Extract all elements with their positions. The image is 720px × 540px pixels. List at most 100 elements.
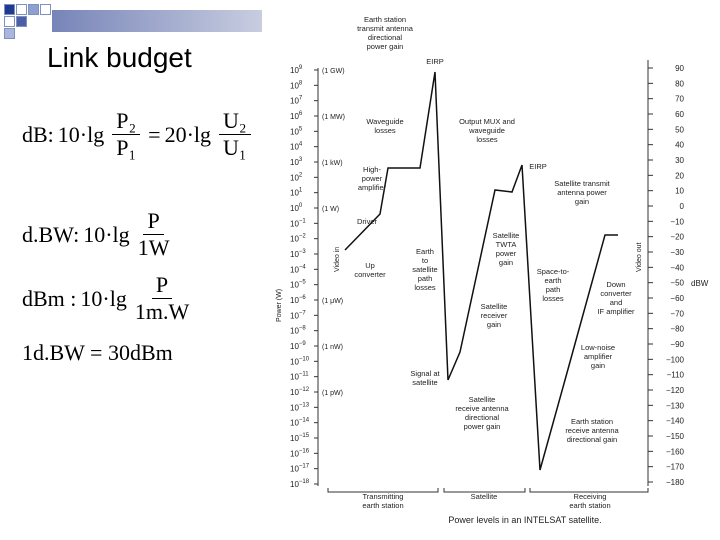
annotation: losses	[374, 126, 396, 135]
fraction: P 1m.W	[135, 272, 189, 325]
formula-text: dB:	[22, 121, 54, 147]
left-tick-label: 102	[290, 172, 303, 182]
fraction: U₂ U₁	[219, 108, 251, 161]
segment-label: Transmitting	[363, 492, 404, 501]
left-tick-label: 10−9	[290, 341, 306, 351]
unit-label: (1 GW)	[322, 68, 345, 75]
annotation: satellite	[412, 378, 437, 387]
tick-exp: −15	[299, 433, 310, 439]
tick-base: 10	[290, 204, 299, 213]
tick-base: 10	[290, 250, 299, 259]
annotation: path	[418, 274, 433, 283]
right-tick-label: 60	[675, 110, 684, 119]
unit-label: (1 μW)	[322, 298, 343, 305]
tick-base: 10	[290, 449, 299, 458]
formula-text: 10·lg	[80, 285, 127, 311]
tick-exp: −17	[299, 464, 310, 470]
segment-label: earth station	[569, 501, 610, 510]
annotation: transmit antenna	[357, 24, 414, 33]
right-tick-label: −120	[666, 386, 685, 395]
formula-text: 1W	[137, 235, 170, 260]
annotation: gain	[487, 320, 501, 329]
annotation: to	[422, 256, 428, 265]
title: Link budget	[47, 42, 192, 73]
formula-text: 10·lg	[83, 221, 130, 247]
deco	[4, 28, 15, 39]
annotation: gain	[591, 361, 605, 370]
axis-title: Power (W)	[276, 289, 283, 322]
annotation: Space-to-	[537, 267, 570, 276]
segment-label: Satellite	[471, 492, 498, 501]
left-tick-label: 10−10	[290, 356, 310, 366]
left-tick-label: 10−14	[290, 418, 310, 428]
annotation: losses	[414, 283, 436, 292]
segment-label: earth station	[362, 501, 403, 510]
annotation: Low-noise	[581, 343, 615, 352]
annotation: Earth station	[364, 15, 406, 24]
tick-exp: −18	[299, 479, 310, 485]
left-tick-label: 10−1	[290, 218, 306, 228]
left-tick-label: 10−4	[290, 264, 306, 274]
left-tick-label: 10−3	[290, 249, 306, 259]
left-tick-label: 10−12	[290, 387, 310, 397]
right-tick-label: −100	[666, 355, 685, 364]
tick-base: 10	[290, 342, 299, 351]
annotation: receive antenna	[565, 426, 619, 435]
tick-exp: −2	[299, 234, 307, 240]
axis-title: dBW	[691, 279, 709, 288]
tick-exp: −1	[299, 218, 307, 224]
annotation: directional	[465, 413, 500, 422]
tick-exp: −6	[299, 295, 307, 301]
tick-exp: 3	[299, 157, 303, 163]
deco	[16, 4, 27, 15]
right-tick-label: 50	[675, 125, 684, 134]
right-tick-label: −30	[670, 248, 684, 257]
tick-exp: 8	[299, 80, 303, 86]
annotation: gain	[575, 197, 589, 206]
tick-base: 10	[290, 373, 299, 382]
tick-exp: −12	[299, 387, 310, 393]
formula: d.BW: 10·lg P 1W	[22, 208, 173, 261]
formula-text: P₁	[116, 135, 137, 160]
tick-base: 10	[290, 296, 299, 305]
tick-exp: −4	[299, 264, 307, 270]
formula: dB: 10·lg P₂ P₁ = 20·lg U₂ U₁	[22, 108, 255, 161]
annotation: converter	[600, 289, 632, 298]
formula-text: U₂	[219, 108, 251, 135]
tick-exp: 6	[299, 111, 303, 117]
annotation: Satellite	[493, 231, 520, 240]
right-tick-label: −130	[666, 401, 685, 410]
right-tick-label: 0	[680, 202, 685, 211]
tick-base: 10	[290, 281, 299, 290]
formula: dBm : 10·lg P 1m.W	[22, 272, 193, 325]
tick-base: 10	[290, 388, 299, 397]
video-out: Video out	[636, 242, 643, 272]
right-tick-label: −10	[670, 217, 684, 226]
annotation: Earth station	[571, 417, 613, 426]
annotation: losses	[476, 135, 498, 144]
annotation: satellite	[412, 265, 437, 274]
left-tick-label: 10−17	[290, 464, 310, 474]
annotation: EIRP	[529, 162, 547, 171]
tick-exp: 7	[299, 96, 303, 102]
left-tick-label: 10−8	[290, 326, 306, 336]
tick-base: 10	[290, 219, 299, 228]
tick-base: 10	[290, 235, 299, 244]
right-tick-label: −180	[666, 478, 685, 487]
right-tick-label: −60	[670, 294, 684, 303]
tick-base: 10	[290, 265, 299, 274]
deco	[4, 4, 15, 15]
segment-label: Receiving	[574, 492, 607, 501]
formula: 1d.BW = 30dBm	[22, 340, 173, 366]
tick-base: 10	[290, 66, 299, 75]
annotation: Satellite	[469, 395, 496, 404]
right-tick-label: 90	[675, 64, 684, 73]
caption: Power levels in an INTELSAT satellite.	[448, 515, 601, 525]
annotation: Satellite	[481, 302, 508, 311]
formula-text: 20·lg	[164, 121, 212, 147]
fraction: P 1W	[138, 208, 170, 261]
annotation: Earth	[416, 247, 434, 256]
formula-text: U₁	[223, 135, 247, 160]
